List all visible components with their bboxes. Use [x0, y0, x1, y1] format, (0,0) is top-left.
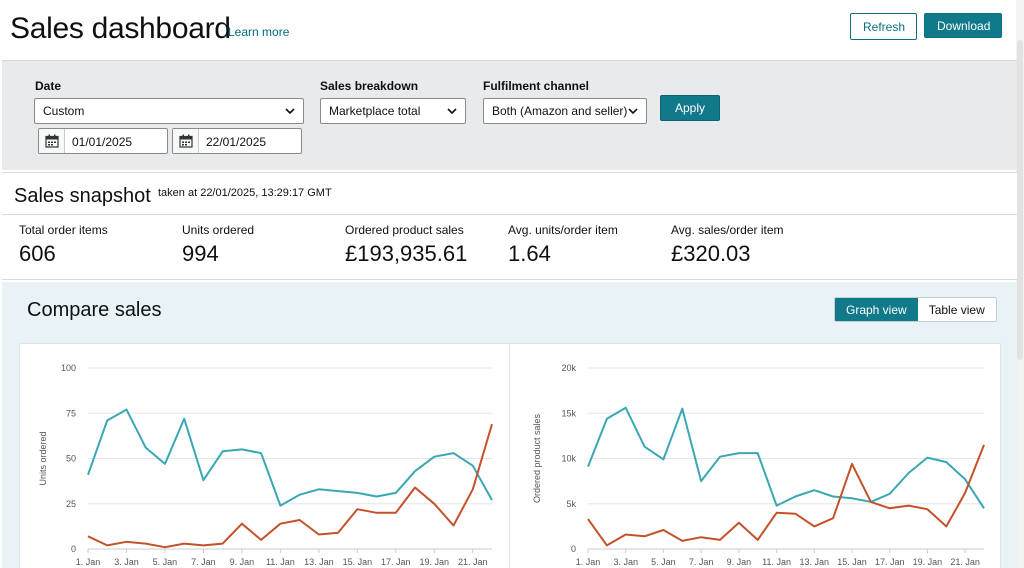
date-select[interactable]: Custom	[34, 98, 304, 124]
y-tick-label: 0	[571, 544, 576, 554]
start-date-value: 01/01/2025	[72, 135, 133, 149]
y-tick-label: 10k	[561, 454, 576, 464]
y-tick-label: 100	[61, 363, 76, 373]
sales-breakdown-value: Marketplace total	[329, 104, 421, 118]
chevron-down-icon	[628, 108, 638, 115]
sales-breakdown-select[interactable]: Marketplace total	[320, 98, 466, 124]
date-label: Date	[35, 79, 62, 93]
fulfilment-channel-label: Fulfilment channel	[483, 79, 590, 93]
metric-label: Total order items	[19, 223, 108, 237]
fulfilment-channel-value: Both (Amazon and seller)	[492, 104, 628, 118]
x-tick-label: 3. Jan	[114, 557, 139, 567]
metric-label: Avg. units/order item	[508, 223, 618, 237]
product-sales-chart: 0 5k 10k 15k 20k 1. Jan 3. Jan 5. Jan 7. Jan 9. J…	[532, 363, 985, 567]
x-tick-label: 11. Jan	[762, 557, 791, 567]
snapshot-metrics: Total order items 606 Units ordered 994 …	[2, 214, 1017, 280]
filter-panel: Date Custom 01/01/2025 22/01/2025 Sales …	[2, 60, 1017, 170]
x-tick-label: 17. Jan	[875, 557, 905, 567]
refresh-button[interactable]: Refresh	[850, 13, 917, 40]
metric-avg-units-per-order-item: Avg. units/order item 1.64	[508, 223, 618, 267]
table-view-tab[interactable]: Table view	[917, 298, 996, 321]
metric-value: 1.64	[508, 241, 551, 266]
metric-label: Ordered product sales	[345, 223, 464, 237]
x-tick-label: 7. Jan	[689, 557, 714, 567]
start-date-calendar-button[interactable]	[39, 129, 65, 153]
x-tick-label: 15. Jan	[343, 557, 373, 567]
calendar-icon	[179, 134, 193, 148]
x-tick-label: 9. Jan	[727, 557, 752, 567]
apply-button[interactable]: Apply	[660, 95, 721, 121]
scrollbar-thumb[interactable]	[1017, 40, 1023, 360]
y-axis-label: Ordered product sales	[532, 413, 542, 503]
y-tick-label: 5k	[566, 499, 576, 509]
compare-sales-title: Compare sales	[27, 299, 162, 321]
series-line-1[interactable]	[587, 444, 985, 547]
metric-total-order-items: Total order items 606	[19, 223, 108, 267]
series-line-0[interactable]	[87, 408, 493, 507]
x-tick-label: 19. Jan	[913, 557, 943, 567]
graph-view-tab[interactable]: Graph view	[835, 298, 918, 321]
sales-breakdown-label: Sales breakdown	[320, 79, 419, 93]
chevron-down-icon	[447, 108, 457, 115]
end-date-field[interactable]: 22/01/2025	[172, 128, 302, 154]
chevron-down-icon	[285, 108, 295, 115]
date-select-value: Custom	[43, 104, 85, 118]
end-date-value: 22/01/2025	[206, 135, 267, 149]
x-tick-label: 21. Jan	[458, 557, 488, 567]
y-tick-label: 25	[66, 499, 76, 509]
x-tick-label: 15. Jan	[837, 557, 867, 567]
series-line-1[interactable]	[87, 423, 493, 549]
header: Sales dashboard Learn more Refresh Downl…	[0, 0, 1024, 60]
metric-label: Avg. sales/order item	[671, 223, 784, 237]
x-tick-label: 1. Jan	[576, 557, 601, 567]
units-ordered-chart-card: 0 25 50 75 100 1. Jan 3. Jan 5. Jan 7. Jan 9. Jan…	[19, 343, 511, 568]
series-line-0[interactable]	[587, 406, 985, 509]
x-tick-label: 13. Jan	[304, 557, 334, 567]
y-axis-label: Units ordered	[38, 431, 48, 485]
x-tick-label: 13. Jan	[800, 557, 830, 567]
metric-avg-sales-per-order-item: Avg. sales/order item £320.03	[671, 223, 784, 267]
y-tick-label: 75	[66, 408, 76, 418]
metric-units-ordered: Units ordered 994	[182, 223, 254, 267]
metric-value: £193,935.61	[345, 241, 468, 266]
start-date-field[interactable]: 01/01/2025	[38, 128, 168, 154]
metric-value: 606	[19, 241, 56, 266]
page-scrollbar[interactable]	[1016, 0, 1024, 568]
y-tick-label: 0	[71, 544, 76, 554]
snapshot-timestamp: taken at 22/01/2025, 13:29:17 GMT	[158, 187, 332, 199]
x-tick-label: 17. Jan	[381, 557, 411, 567]
product-sales-chart-card: 0 5k 10k 15k 20k 1. Jan 3. Jan 5. Jan 7. Jan 9. J…	[509, 343, 1001, 568]
page-title: Sales dashboard	[10, 12, 231, 45]
y-tick-label: 20k	[561, 363, 576, 373]
x-tick-label: 9. Jan	[230, 557, 255, 567]
y-tick-label: 50	[66, 454, 76, 464]
download-button[interactable]: Download	[924, 13, 1002, 38]
x-tick-label: 5. Jan	[651, 557, 676, 567]
x-tick-label: 1. Jan	[76, 557, 101, 567]
learn-more-link[interactable]: Learn more	[228, 25, 290, 39]
y-tick-label: 15k	[561, 408, 576, 418]
metric-label: Units ordered	[182, 223, 255, 237]
sales-snapshot-title: Sales snapshot	[14, 185, 151, 207]
x-tick-label: 7. Jan	[191, 557, 216, 567]
compare-sales-section: Compare sales Graph view Table view 0 25 5…	[2, 282, 1017, 568]
sales-snapshot-header: Sales snapshot taken at 22/01/2025, 13:2…	[2, 172, 1017, 214]
units-ordered-chart: 0 25 50 75 100 1. Jan 3. Jan 5. Jan 7. Jan 9. Jan…	[38, 363, 493, 567]
x-tick-label: 21. Jan	[950, 557, 980, 567]
metric-value: 994	[182, 241, 219, 266]
metric-ordered-product-sales: Ordered product sales £193,935.61	[345, 223, 467, 267]
fulfilment-channel-select[interactable]: Both (Amazon and seller)	[483, 98, 647, 124]
x-tick-label: 5. Jan	[153, 557, 178, 567]
x-tick-label: 19. Jan	[420, 557, 450, 567]
x-tick-label: 3. Jan	[613, 557, 638, 567]
view-toggle: Graph view Table view	[834, 297, 997, 322]
x-tick-label: 11. Jan	[266, 557, 295, 567]
end-date-calendar-button[interactable]	[173, 129, 199, 153]
calendar-icon	[45, 134, 59, 148]
metric-value: £320.03	[671, 241, 751, 266]
